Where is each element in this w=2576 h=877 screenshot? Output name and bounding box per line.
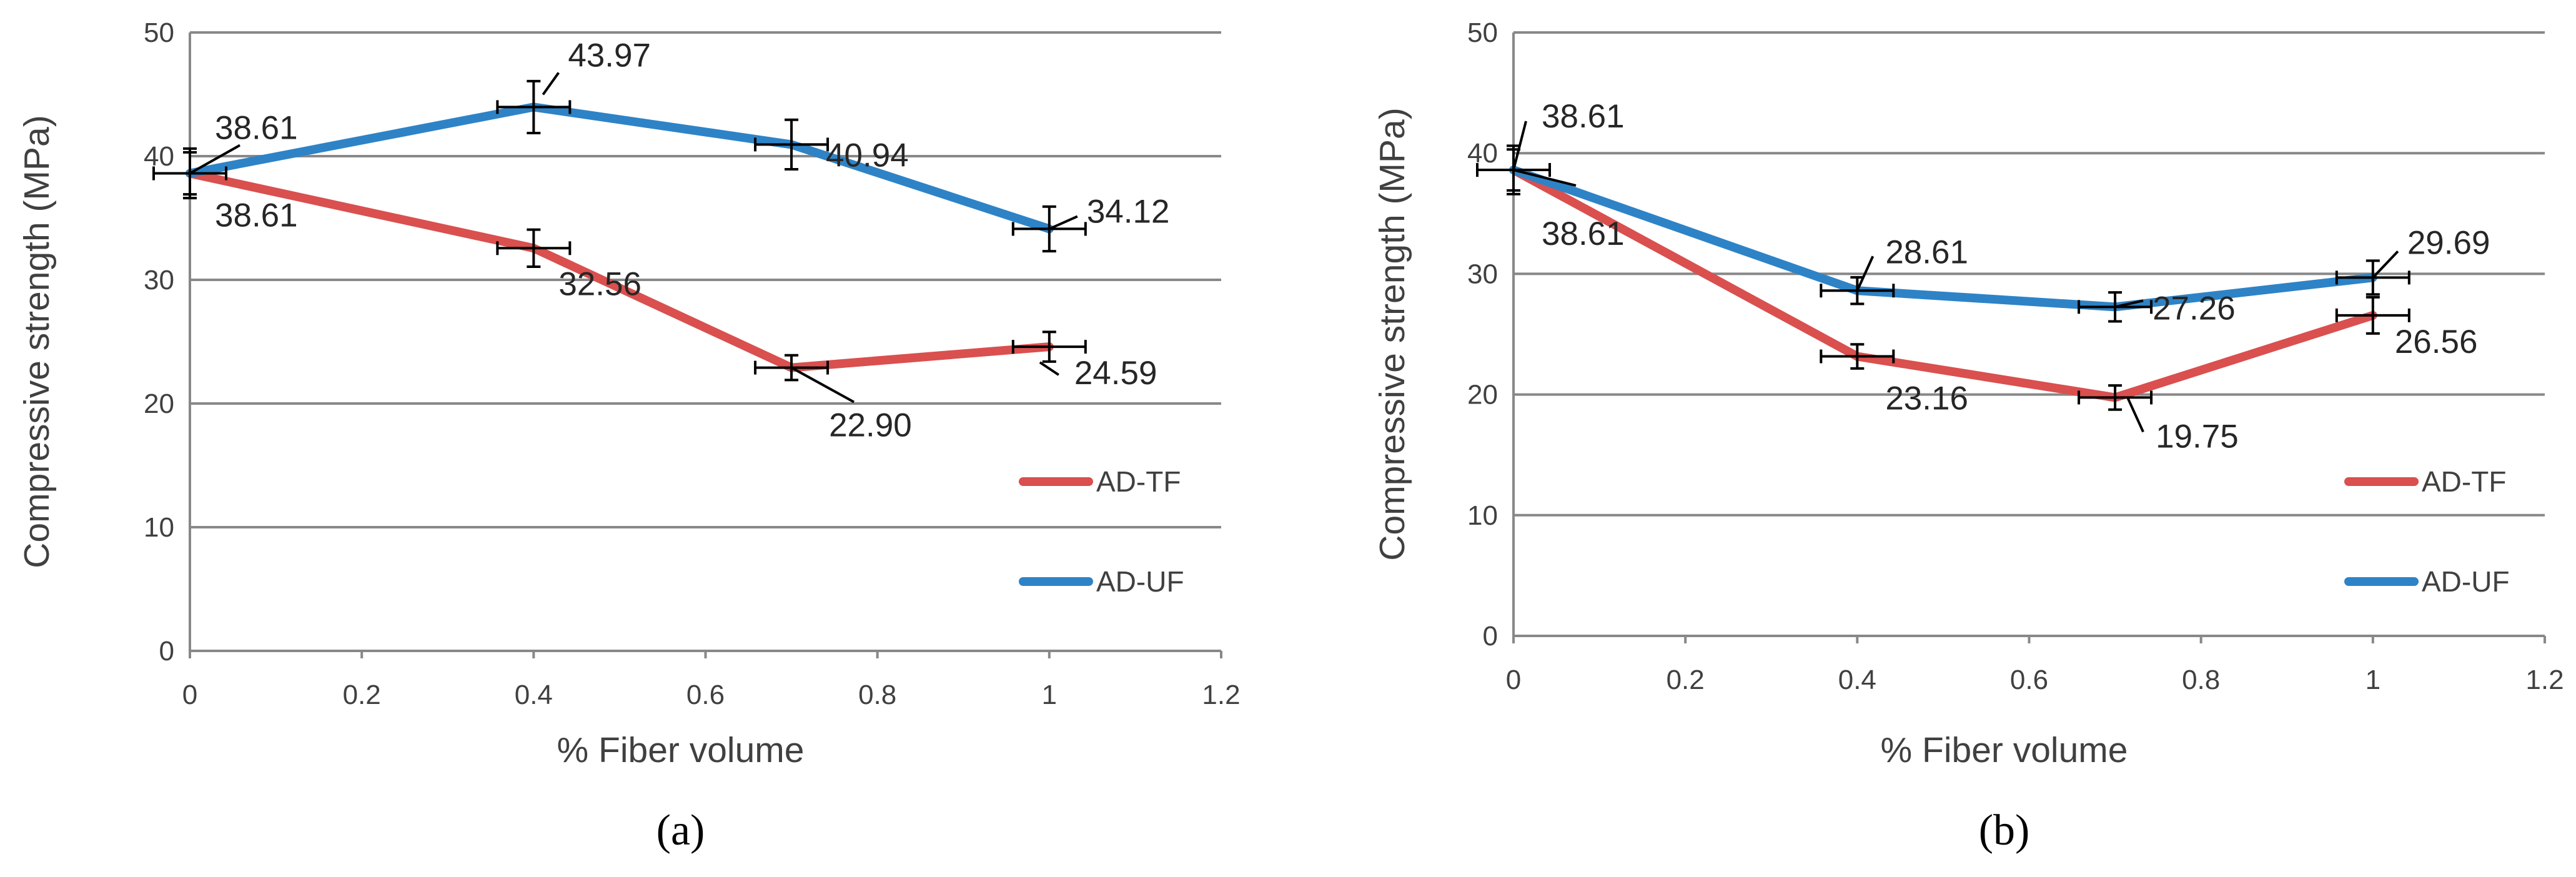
error-bar	[496, 228, 572, 269]
label-leader-line	[791, 366, 855, 404]
label-leader-line	[189, 144, 240, 175]
x-tick-label: 0.8	[858, 680, 896, 710]
error-bar	[2335, 295, 2410, 335]
x-tick-label: 1	[2365, 665, 2380, 695]
y-tick-label: 0	[159, 636, 174, 666]
legend-item-ad-uf: AD-UF	[2344, 565, 2510, 598]
y-tick-label: 20	[1467, 380, 1498, 410]
legend-label: AD-TF	[2422, 465, 2506, 498]
y-tick-label: 50	[144, 17, 174, 48]
data-label-ad-tf: 32.56	[558, 265, 642, 302]
chart-panel-a: 0 10 20 30 40 50 0 0.2 0.4 0.6 0.8 1 1.2 Compressive …	[17, 17, 1241, 855]
y-tick-label: 40	[1467, 138, 1498, 169]
legend-item-ad-uf: AD-UF	[1019, 565, 1184, 598]
y-tick-label: 10	[144, 512, 174, 543]
label-leader-line	[1049, 215, 1078, 230]
x-tick-label: 0.6	[686, 680, 725, 710]
data-label-ad-tf: 22.90	[829, 407, 912, 444]
data-label-ad-tf: 24.59	[1074, 355, 1157, 392]
data-label-ad-tf: 38.61	[1542, 216, 1625, 252]
label-leader-line	[2114, 299, 2144, 309]
x-tick-label: 1.2	[2525, 665, 2564, 695]
label-leader-line	[2372, 250, 2399, 279]
y-tick-label: 10	[1467, 500, 1498, 531]
data-label-ad-uf: 38.61	[215, 110, 298, 147]
legend-label: AD-TF	[1096, 465, 1181, 498]
error-bar	[496, 79, 572, 134]
x-tick-label: 1.2	[1202, 680, 1240, 710]
x-tick-label: 0.4	[1838, 665, 1876, 695]
x-tick-label: 0.6	[2010, 665, 2048, 695]
data-label-ad-tf: 38.61	[215, 197, 298, 234]
legend-label: AD-UF	[2422, 565, 2510, 598]
x-axis-title: % Fiber volume	[557, 730, 805, 770]
x-tick-label: 0.4	[515, 680, 553, 710]
label-leader-line	[1039, 361, 1059, 376]
data-label-ad-uf: 28.61	[1885, 234, 1968, 270]
label-leader-line	[1513, 169, 1577, 187]
x-tick-label: 1	[1042, 680, 1057, 710]
x-tick-label: 0.2	[343, 680, 381, 710]
legend-item-ad-tf: AD-TF	[1019, 465, 1181, 498]
data-label-ad-tf: 23.16	[1885, 380, 1968, 417]
y-axis-title: Compressive strength (MPa)	[1372, 107, 1412, 560]
series-line-ad-tf	[186, 169, 1054, 372]
label-leader-line	[1512, 121, 1527, 171]
chart-panel-b: 0 10 20 30 40 50 0 0.2 0.4 0.6 0.8 1 1.2 Compressive …	[1372, 17, 2564, 855]
data-label-ad-uf: 34.12	[1087, 193, 1170, 230]
data-label-ad-uf: 38.61	[1542, 98, 1625, 135]
error-bar	[1820, 343, 1895, 370]
data-label-ad-uf: 27.26	[2152, 290, 2236, 327]
x-tick-label: 0.2	[1667, 665, 1705, 695]
y-axis-title: Compressive strength (MPa)	[17, 115, 57, 568]
x-tick-label: 0	[182, 680, 197, 710]
data-label-ad-uf: 43.97	[568, 37, 651, 74]
series-line-ad-uf	[186, 102, 1054, 234]
y-tick-label: 0	[1483, 621, 1498, 652]
y-tick-label: 40	[144, 141, 174, 172]
series-line-ad-uf	[1509, 166, 2377, 312]
data-label-ad-uf: 40.94	[826, 137, 909, 174]
x-tick-label: 0.8	[2182, 665, 2220, 695]
y-tick-label: 50	[1467, 17, 1498, 48]
legend-item-ad-tf: AD-TF	[2344, 465, 2506, 498]
data-label-ad-tf: 26.56	[2395, 324, 2478, 360]
series-line-ad-tf	[1509, 166, 2377, 402]
label-leader-line	[542, 72, 560, 96]
data-label-ad-tf: 19.75	[2156, 418, 2239, 455]
y-tick-label: 20	[144, 389, 174, 419]
label-leader-line	[1856, 255, 1875, 292]
legend-label: AD-UF	[1096, 565, 1184, 598]
panel-label: (a)	[656, 806, 705, 855]
panel-label: (b)	[1979, 806, 2030, 855]
data-label-ad-uf: 29.69	[2407, 224, 2490, 261]
y-tick-label: 30	[144, 265, 174, 295]
y-tick-label: 30	[1467, 259, 1498, 289]
x-tick-label: 0	[1506, 665, 1521, 695]
x-axis-title: % Fiber volume	[1881, 730, 2128, 770]
error-bar	[2078, 384, 2153, 411]
label-leader-line	[2126, 397, 2144, 433]
error-bar	[1011, 330, 1087, 363]
